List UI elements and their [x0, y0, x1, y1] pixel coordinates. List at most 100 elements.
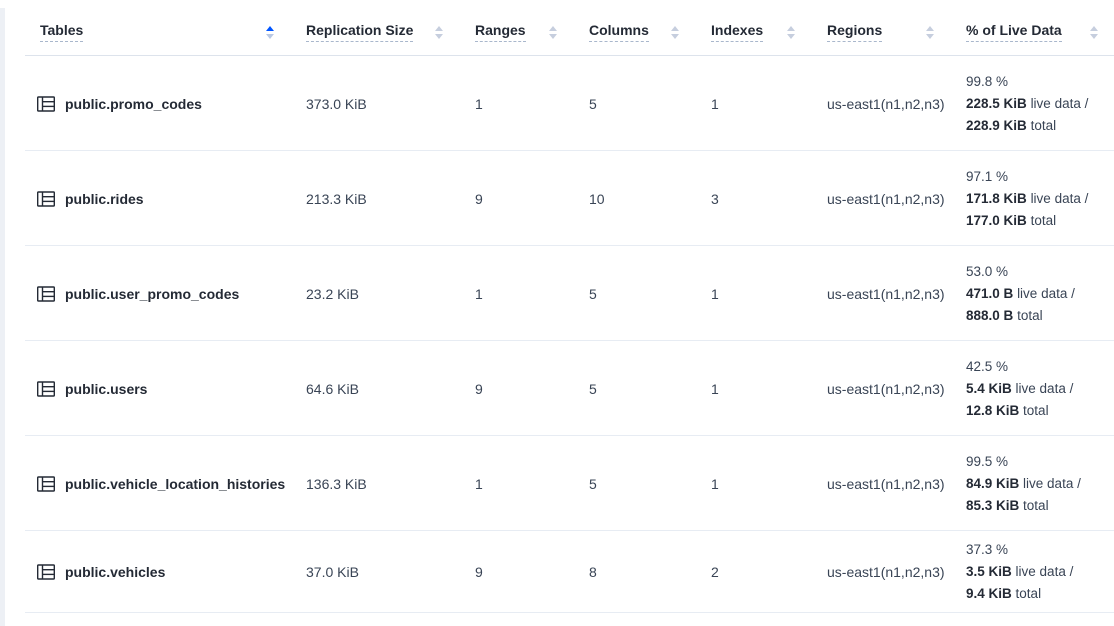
indexes-cell: 1 [711, 285, 719, 302]
column-label-tables: Tables [40, 22, 84, 42]
columns-cell: 5 [589, 95, 597, 112]
ranges-cell: 9 [475, 564, 483, 580]
table-name-cell: public.promo_codes [8, 94, 290, 114]
ranges-cell: 9 [475, 380, 483, 397]
live-data-size-line: 228.5 KiB live data / [966, 95, 1089, 111]
column-header-replication-size[interactable]: Replication Size [290, 8, 459, 56]
page-left-gutter [0, 8, 5, 626]
table-name-link[interactable]: public.users [65, 380, 148, 397]
column-header-columns[interactable]: Columns [573, 8, 695, 56]
ranges-cell: 9 [475, 190, 483, 207]
ranges-cell: 1 [475, 95, 483, 112]
sort-icon-indexes[interactable] [787, 25, 795, 39]
column-label-replication-size: Replication Size [306, 22, 414, 42]
sort-icon-regions[interactable] [926, 25, 934, 39]
live-data-cell: 42.5 % 5.4 KiB live data / 12.8 KiB tota… [950, 356, 1114, 422]
table-name-link[interactable]: public.vehicle_location_histories [65, 475, 286, 492]
column-header-indexes[interactable]: Indexes [695, 8, 811, 56]
indexes-cell: 3 [711, 190, 719, 207]
ranges-cell: 1 [475, 285, 483, 302]
column-header-tables[interactable]: Tables [8, 8, 290, 56]
live-data-cell: 99.8 % 228.5 KiB live data / 228.9 KiB t… [950, 71, 1114, 137]
column-header-live-data[interactable]: % of Live Data [950, 8, 1114, 56]
regions-cell: us-east1(n1,n2,n3) [827, 190, 945, 207]
sort-icon-columns[interactable] [671, 25, 679, 39]
live-data-percent: 37.3 % [966, 542, 1009, 557]
live-data-size-line: 84.9 KiB live data / [966, 475, 1081, 491]
columns-cell: 10 [589, 190, 605, 207]
database-tables-table: Tables Replication Size Ranges Columns [8, 8, 1114, 613]
table-icon [36, 284, 56, 304]
ranges-cell: 1 [475, 475, 483, 492]
live-data-size-line: 5.4 KiB live data / [966, 380, 1074, 396]
columns-cell: 5 [589, 475, 597, 492]
live-data-size-line: 471.0 B live data / [966, 285, 1075, 301]
sort-icon-live-data[interactable] [1090, 25, 1098, 39]
regions-cell: us-east1(n1,n2,n3) [827, 380, 945, 397]
total-size-line: 12.8 KiB total [966, 402, 1049, 418]
live-data-percent: 53.0 % [966, 263, 1009, 279]
table-icon [36, 474, 56, 494]
replication-size-cell: 213.3 KiB [306, 190, 367, 207]
column-header-regions[interactable]: Regions [811, 8, 950, 56]
table-name-link[interactable]: public.rides [65, 190, 144, 207]
replication-size-cell: 64.6 KiB [306, 380, 359, 397]
table-icon [36, 379, 56, 399]
table-name-link[interactable]: public.user_promo_codes [65, 285, 240, 302]
table-name-link[interactable]: public.vehicles [65, 564, 166, 580]
table-body: public.promo_codes 373.0 KiB 1 5 1 us-ea… [8, 56, 1114, 613]
live-data-size-line: 3.5 KiB live data / [966, 564, 1074, 579]
live-data-percent: 99.8 % [966, 73, 1009, 89]
table-icon [36, 189, 56, 209]
live-data-cell: 97.1 % 171.8 KiB live data / 177.0 KiB t… [950, 166, 1114, 232]
sort-ascending-icon [926, 25, 934, 31]
live-data-percent: 42.5 % [966, 358, 1009, 374]
total-size-line: 177.0 KiB total [966, 212, 1057, 228]
table-row: public.users 64.6 KiB 9 5 1 us-east1(n1,… [8, 341, 1114, 436]
regions-cell: us-east1(n1,n2,n3) [827, 475, 945, 492]
sort-descending-icon [926, 33, 934, 39]
replication-size-cell: 23.2 KiB [306, 285, 359, 302]
total-size-line: 228.9 KiB total [966, 117, 1057, 133]
indexes-cell: 1 [711, 475, 719, 492]
sort-ascending-icon [266, 25, 274, 31]
regions-cell: us-east1(n1,n2,n3) [827, 285, 945, 302]
regions-cell: us-east1(n1,n2,n3) [827, 564, 945, 580]
indexes-cell: 2 [711, 564, 719, 580]
live-data-cell: 37.3 % 3.5 KiB live data / 9.4 KiB total [950, 539, 1114, 605]
table-row: public.user_promo_codes 23.2 KiB 1 5 1 u… [8, 246, 1114, 341]
sort-icon-ranges[interactable] [549, 25, 557, 39]
sort-icon-tables[interactable] [266, 25, 274, 39]
column-header-ranges[interactable]: Ranges [459, 8, 573, 56]
table-row: public.rides 213.3 KiB 9 10 3 us-east1(n… [8, 151, 1114, 246]
live-data-percent: 97.1 % [966, 168, 1009, 184]
table-row: public.vehicles 37.0 KiB 9 8 2 us-east1(… [8, 531, 1114, 613]
column-label-live-data: % of Live Data [966, 22, 1062, 42]
table-row: public.promo_codes 373.0 KiB 1 5 1 us-ea… [8, 56, 1114, 151]
table-name-cell: public.rides [8, 189, 290, 209]
sort-descending-icon [435, 33, 443, 39]
column-label-regions: Regions [827, 22, 883, 42]
replication-size-cell: 373.0 KiB [306, 95, 367, 112]
total-size-line: 888.0 B total [966, 307, 1043, 323]
sort-ascending-icon [787, 25, 795, 31]
indexes-cell: 1 [711, 380, 719, 397]
table-header-row: Tables Replication Size Ranges Columns [8, 8, 1114, 56]
sort-ascending-icon [671, 25, 679, 31]
total-size-line: 85.3 KiB total [966, 497, 1049, 513]
sort-descending-icon [266, 33, 274, 39]
columns-cell: 5 [589, 380, 597, 397]
table-name-cell: public.users [8, 379, 290, 399]
table-row: public.vehicle_location_histories 136.3 … [8, 436, 1114, 531]
sort-ascending-icon [549, 25, 557, 31]
sort-descending-icon [671, 33, 679, 39]
live-data-size-line: 171.8 KiB live data / [966, 190, 1089, 206]
table-name-link[interactable]: public.promo_codes [65, 95, 202, 112]
sort-ascending-icon [1090, 25, 1098, 31]
sort-descending-icon [1090, 33, 1098, 39]
sort-icon-replication-size[interactable] [435, 25, 443, 39]
replication-size-cell: 136.3 KiB [306, 475, 367, 492]
sort-descending-icon [787, 33, 795, 39]
table-name-cell: public.vehicle_location_histories [8, 474, 290, 494]
total-size-line: 9.4 KiB total [966, 586, 1042, 601]
